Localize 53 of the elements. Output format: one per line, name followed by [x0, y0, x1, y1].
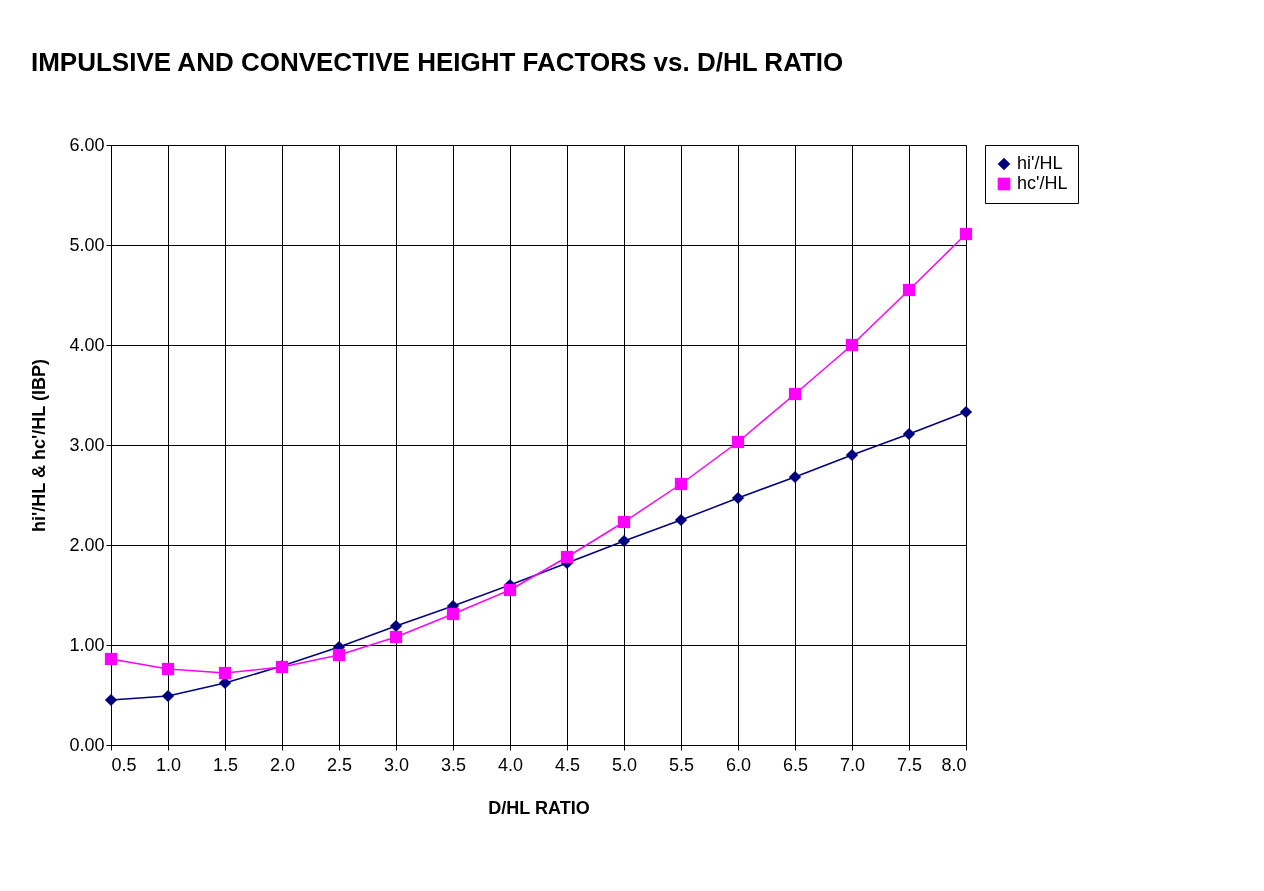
point: [446, 607, 460, 621]
y-tick-label: 5.00: [69, 234, 105, 255]
point: [560, 550, 574, 564]
point: [959, 227, 973, 241]
point: [161, 662, 175, 676]
x-tick-label: 3.0: [383, 754, 410, 775]
x-tick-label: 0.5: [111, 754, 137, 775]
x-tick-label: 6.5: [782, 754, 809, 775]
y-tick-label: 0.00: [69, 734, 105, 755]
x-tick-label: 7.5: [896, 754, 923, 775]
y-tick-label: 3.00: [69, 434, 105, 455]
point: [104, 693, 118, 707]
x-tick-label: 1.0: [155, 754, 182, 775]
point: [845, 448, 859, 462]
x-tick-label: 8.0: [941, 754, 967, 775]
x-tick-label: 4.0: [497, 754, 524, 775]
point: [389, 630, 403, 644]
point: [617, 515, 631, 529]
point: [788, 470, 802, 484]
x-tick-label: 4.5: [554, 754, 581, 775]
point: [902, 283, 916, 297]
x-tick-label: 6.0: [725, 754, 752, 775]
point: [332, 648, 346, 662]
y-tick-label: 1.00: [69, 634, 105, 655]
point: [104, 652, 118, 666]
point: [731, 435, 745, 449]
x-tick-label: 5.5: [668, 754, 695, 775]
y-axis-title: hi'/HL & hc'/HL (IBP): [29, 359, 50, 532]
y-tick-label: 2.00: [69, 534, 105, 555]
point: [674, 477, 688, 491]
point: [161, 689, 175, 703]
x-tick-label: 5.0: [611, 754, 638, 775]
legend-label: hc'/HL: [1017, 173, 1068, 193]
x-tick-label: 1.5: [212, 754, 239, 775]
point: [959, 405, 973, 419]
x-tick-label: 3.5: [440, 754, 467, 775]
x-tick-label: 2.0: [269, 754, 296, 775]
x-axis-title: D/HL RATIO: [488, 797, 590, 818]
point: [674, 513, 688, 527]
point: [845, 338, 859, 352]
x-tick-label: 7.0: [839, 754, 866, 775]
point: [902, 427, 916, 441]
point: [218, 666, 232, 680]
point: [389, 619, 403, 633]
point: [617, 534, 631, 548]
point: [731, 491, 745, 505]
legend-label: hi'/HL: [1017, 153, 1063, 173]
y-tick-label: 4.00: [69, 334, 105, 355]
chart-title: IMPULSIVE AND CONVECTIVE HEIGHT FACTORS vs. D/HL RATIO: [30, 47, 844, 77]
point: [788, 387, 802, 401]
point: [503, 583, 517, 597]
x-tick-label: 2.5: [326, 754, 353, 775]
y-tick-label: 6.00: [69, 134, 105, 155]
